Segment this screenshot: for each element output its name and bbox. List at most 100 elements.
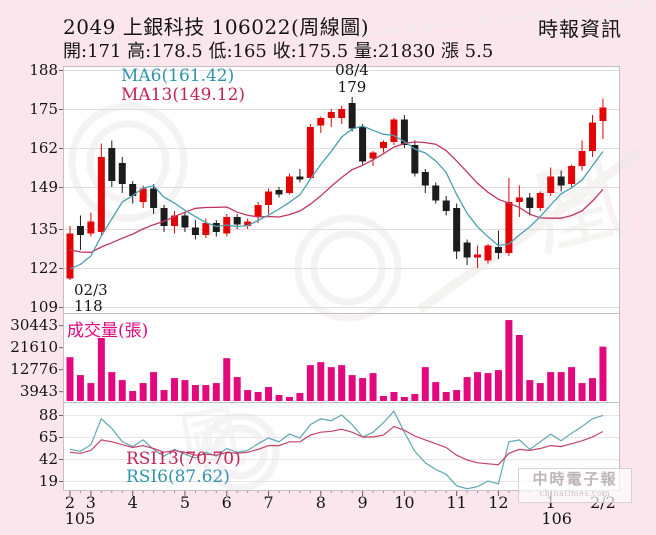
volume-bar <box>557 372 565 401</box>
candle-down <box>296 176 304 180</box>
candle-up <box>390 119 398 142</box>
volume-bar <box>212 383 220 401</box>
volume-bar <box>369 373 377 401</box>
volume-bar <box>547 372 555 401</box>
candle-up <box>536 193 544 208</box>
month-axis-label: 12 <box>488 493 509 512</box>
candle-down <box>191 227 199 235</box>
volume-bar <box>139 383 147 401</box>
price-axis-label: 122 <box>29 259 58 277</box>
candle-up <box>171 215 178 226</box>
ohlc-summary: 開:171 高:178.5 低:165 收:175.5 量:21830 漲 5.… <box>63 41 494 62</box>
volume-bar <box>515 334 523 401</box>
candle-down <box>150 188 158 208</box>
volume-bar <box>66 357 74 401</box>
candle-down <box>463 242 471 258</box>
candle-down <box>359 127 367 162</box>
candle-up <box>97 157 105 232</box>
price-axis-label: 109 <box>29 298 58 316</box>
volume-bar <box>432 382 440 401</box>
candlesticks <box>66 97 607 280</box>
volume-bar <box>474 372 482 401</box>
low-annotation-date: 02/3 <box>74 281 108 299</box>
month-axis-label: 8 <box>315 493 326 512</box>
volume-bar <box>317 362 325 401</box>
candle-down <box>275 190 283 195</box>
high-annotation-price: 179 <box>337 78 367 96</box>
volume-bar <box>129 391 137 401</box>
candle-up <box>265 191 273 205</box>
candle-down <box>526 197 534 208</box>
watermark-url: chinatimes.com <box>539 489 611 498</box>
month-axis-label: 6 <box>221 493 232 512</box>
volume-bar <box>296 393 304 401</box>
candle-down <box>421 172 429 186</box>
volume-bar <box>327 367 335 401</box>
year-axis-label: 105 <box>64 509 96 528</box>
volume-bar <box>108 372 116 401</box>
volume-axis-label: 12776 <box>10 360 58 379</box>
volume-bar <box>223 358 231 401</box>
volume-bar <box>285 397 293 401</box>
year-axis-label: 106 <box>541 509 572 528</box>
candle-up <box>306 127 314 178</box>
volume-bar <box>97 337 105 401</box>
candle-down <box>400 119 408 145</box>
volume-bar <box>233 377 241 401</box>
volume-bar <box>442 392 450 401</box>
volume-bar <box>191 385 199 401</box>
volume-bar <box>181 380 189 401</box>
volume-bar <box>87 383 95 401</box>
month-axis-label: 5 <box>179 493 191 512</box>
candle-down <box>118 163 126 184</box>
candle-down <box>442 200 450 211</box>
axis-ticks <box>59 70 604 496</box>
volume-axis-label: 3943 <box>19 382 58 401</box>
candle-down <box>212 223 220 232</box>
volume-bar <box>348 375 356 401</box>
candle-up <box>244 221 252 226</box>
volume-bar <box>244 390 252 401</box>
chinatimes-watermark: 中時電子報 chinatimes.com <box>518 468 632 503</box>
candle-down <box>181 215 189 228</box>
volume-bar <box>359 378 367 401</box>
candle-up <box>380 142 387 148</box>
candle-down <box>76 226 84 235</box>
candle-down <box>557 176 565 186</box>
volume-bar <box>118 380 126 401</box>
volume-axis-label: 21610 <box>10 338 58 357</box>
volume-bar <box>380 396 387 401</box>
candle-down <box>432 185 440 201</box>
volume-bar <box>505 320 513 401</box>
candle-down <box>494 247 502 253</box>
volume-bar <box>390 392 398 401</box>
candle-down <box>160 208 168 226</box>
price-axis-label: 162 <box>29 139 58 157</box>
high-annotation-date: 08/4 <box>335 61 369 79</box>
price-axis-label: 188 <box>29 61 58 79</box>
rsi-axis-label: 65 <box>38 428 58 446</box>
volume-bar <box>463 377 471 401</box>
volume-axis-label: 30443 <box>10 316 58 335</box>
candle-up <box>338 109 346 118</box>
volume-bar <box>171 378 178 401</box>
candle-up <box>66 233 74 279</box>
candle-up <box>547 176 555 193</box>
volume-bar <box>400 397 408 401</box>
volume-bar <box>76 375 84 401</box>
volume-bar <box>338 365 346 401</box>
page-title: 2049 上銀科技 106022(周線圖) <box>63 15 370 39</box>
rsi-axis-label: 19 <box>38 472 58 490</box>
source-label: 時報資訊 <box>538 17 622 41</box>
candle-up <box>87 221 95 234</box>
low-annotation-price: 118 <box>74 297 103 315</box>
volume-bar <box>421 367 429 401</box>
candle-up <box>202 223 210 235</box>
rsi-axis-label: 88 <box>38 406 58 424</box>
candle-up <box>317 118 325 126</box>
candle-down <box>348 103 356 129</box>
month-axis-label: 2 <box>64 493 76 512</box>
candle-down <box>411 145 419 174</box>
month-axis-label: 4 <box>127 493 138 512</box>
volume-bars <box>66 320 607 401</box>
